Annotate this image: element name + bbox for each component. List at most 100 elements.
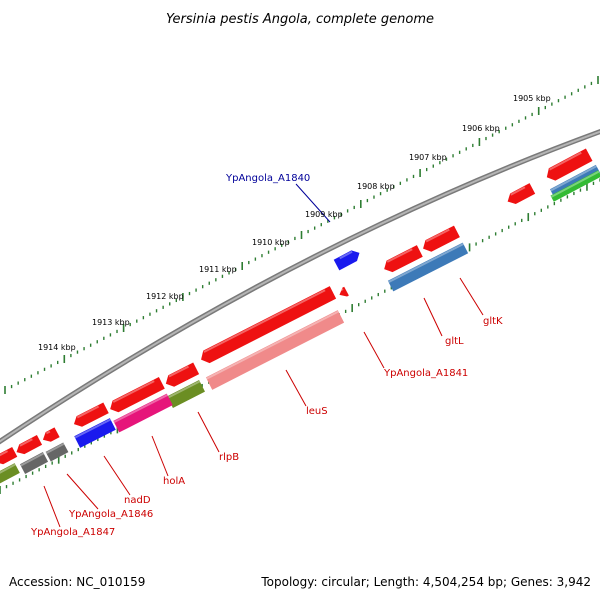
feature-red-i bbox=[42, 427, 60, 442]
feature-rlpb bbox=[167, 380, 205, 408]
feature-rlpb-shine bbox=[167, 380, 201, 399]
tick-label-1910: 1910 kbp bbox=[252, 238, 290, 247]
feature-red-k-body bbox=[0, 446, 18, 465]
leader-ypangola-a1846 bbox=[66, 473, 99, 510]
feature-red-h-shine bbox=[76, 405, 100, 419]
leader-leus bbox=[285, 369, 307, 407]
tick-label-1908: 1908 kbp bbox=[357, 182, 395, 191]
tick-label-1913: 1913 kbp bbox=[92, 318, 130, 327]
gene-label-gltl[interactable]: gltL bbox=[445, 336, 464, 347]
gene-label-ypangola-a1840[interactable]: YpAngola_A1840 bbox=[225, 173, 310, 184]
leader-ypangola-a1841 bbox=[363, 331, 385, 369]
feature-gray-b-shine bbox=[20, 452, 45, 467]
gene-label-leus[interactable]: leuS bbox=[306, 406, 328, 417]
feature-gray-b bbox=[19, 452, 49, 474]
feature-gltl-body bbox=[387, 242, 469, 292]
feature-nadd-shine bbox=[74, 418, 112, 439]
feature-olive-a-body bbox=[0, 463, 20, 487]
feature-red-j-body bbox=[16, 435, 43, 455]
leader-hola bbox=[151, 435, 169, 477]
feature-blue-a-body bbox=[549, 164, 600, 198]
feature-green-a bbox=[550, 170, 600, 202]
gene-label-ypangola-a1847[interactable]: YpAngola_A1847 bbox=[30, 527, 115, 538]
gene-label-nadd[interactable]: nadD bbox=[124, 495, 151, 506]
feature-red-e bbox=[201, 286, 337, 364]
feature-red-b bbox=[507, 183, 536, 205]
gene-label-ypangola-a1841[interactable]: YpAngola_A1841 bbox=[383, 368, 468, 379]
feature-rlpb-body bbox=[167, 380, 205, 408]
feature-ypangola-a1841-shine bbox=[339, 288, 344, 292]
gene-label-rlpb[interactable]: rlpB bbox=[219, 452, 239, 463]
feature-red-f-body bbox=[165, 362, 200, 387]
feature-red-a-body bbox=[546, 148, 593, 181]
feature-green-a-body bbox=[550, 170, 600, 202]
tick-label-1912: 1912 kbp bbox=[146, 292, 184, 301]
leader-ypangola-a1847 bbox=[43, 485, 61, 528]
feature-ypangola-a1841-body bbox=[339, 286, 349, 297]
feature-ypangola-a1841 bbox=[339, 286, 349, 297]
feature-red-g bbox=[110, 377, 165, 413]
feature-gltl bbox=[387, 242, 469, 292]
kbp-labels: 1905 kbp 1906 kbp 1907 kbp 1908 kbp 1909… bbox=[38, 94, 551, 352]
tick-label-1905: 1905 kbp bbox=[513, 94, 551, 103]
feature-red-f bbox=[165, 362, 200, 387]
feature-nadd bbox=[74, 418, 116, 448]
feature-blue-a-shine bbox=[550, 165, 598, 192]
feature-hola-shine bbox=[113, 394, 168, 424]
feature-blue-a bbox=[549, 164, 600, 198]
feature-red-c-body bbox=[384, 245, 423, 273]
feature-ypangola-a1840 bbox=[333, 250, 360, 271]
gene-labels: YpAngola_A1840 gltK gltL YpAngola_A1841 … bbox=[30, 173, 503, 538]
leader-ypangola-a1840 bbox=[295, 183, 331, 223]
feature-ypangola-a1840-shine bbox=[339, 250, 353, 260]
tick-label-1909: 1909 kbp bbox=[305, 210, 343, 219]
tick-label-1907: 1907 kbp bbox=[409, 153, 447, 162]
feature-nadd-body bbox=[74, 418, 116, 448]
feature-red-k bbox=[0, 446, 18, 465]
leader-gltl bbox=[423, 297, 443, 337]
feature-gray-a-shine bbox=[45, 442, 65, 455]
feature-red-b-shine bbox=[510, 186, 526, 196]
map-title: Yersinia pestis Angola, complete genome bbox=[166, 12, 434, 27]
feature-gray-b-body bbox=[19, 452, 49, 474]
genome-backbone-highlight bbox=[0, 130, 600, 443]
feature-red-c-shine bbox=[386, 248, 413, 263]
feature-olive-a-shine bbox=[0, 463, 16, 480]
gene-label-ypangola-a1846[interactable]: YpAngola_A1846 bbox=[68, 509, 153, 520]
feature-red-d-shine bbox=[425, 228, 450, 243]
tick-label-1914: 1914 kbp bbox=[38, 343, 76, 352]
feature-red-c bbox=[384, 245, 423, 273]
feature-red-k-shine bbox=[0, 450, 9, 457]
feature-olive-a bbox=[0, 463, 20, 487]
feature-red-g-body bbox=[110, 377, 165, 413]
feature-red-j-shine bbox=[19, 438, 33, 447]
leader-gltk bbox=[459, 277, 484, 316]
feature-red-f-shine bbox=[168, 365, 189, 378]
leader-rlpb bbox=[197, 411, 220, 453]
feature-gray-a-body bbox=[45, 442, 69, 462]
feature-leus-shine bbox=[206, 310, 339, 380]
feature-red-i-shine bbox=[45, 430, 51, 435]
feature-red-a bbox=[546, 148, 593, 181]
feature-track bbox=[0, 148, 600, 487]
feature-red-a-shine bbox=[549, 151, 582, 171]
feature-red-d-body bbox=[423, 225, 460, 252]
feature-red-j bbox=[16, 435, 43, 455]
feature-gltl-shine bbox=[388, 243, 464, 283]
genome-summary-text: Topology: circular; Length: 4,504,254 bp… bbox=[260, 575, 591, 589]
feature-red-b-body bbox=[507, 183, 536, 205]
feature-hola-body bbox=[113, 393, 173, 433]
feature-red-h bbox=[73, 402, 109, 427]
feature-red-g-shine bbox=[112, 380, 155, 403]
feature-red-i-body bbox=[42, 427, 60, 442]
feature-leus bbox=[205, 310, 345, 390]
feature-hola bbox=[113, 393, 173, 433]
feature-red-d bbox=[423, 225, 460, 252]
gene-label-hola[interactable]: holA bbox=[163, 476, 185, 487]
feature-green-a-shine bbox=[550, 170, 600, 198]
tick-label-1911: 1911 kbp bbox=[199, 265, 237, 274]
gene-label-gltk[interactable]: gltK bbox=[483, 316, 503, 327]
feature-gray-a bbox=[45, 442, 69, 462]
feature-leus-body bbox=[205, 310, 345, 390]
